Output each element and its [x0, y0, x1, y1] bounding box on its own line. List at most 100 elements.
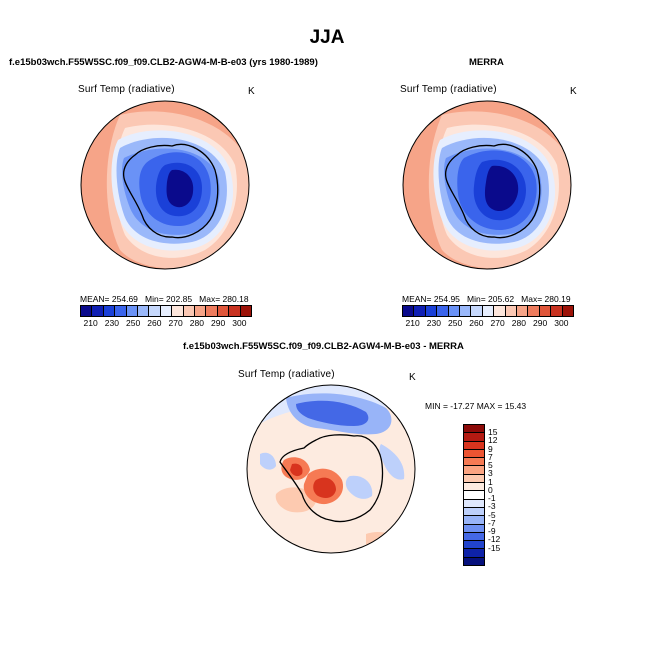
diff-colorbar-swatch: [464, 524, 484, 533]
diff-colorbar-swatch: [464, 491, 484, 500]
diff-colorbar-tick-label: 3: [488, 468, 493, 479]
diff-colorbar-tick-label: -12: [488, 534, 501, 545]
diff-colorbar-tick-label: -5: [488, 509, 496, 520]
model-max-label: Max=: [199, 294, 221, 304]
model-colorbar-swatch: [217, 306, 230, 316]
obs-stats: MEAN= 254.95 Min= 205.62 Max= 280.19: [402, 294, 571, 304]
obs-colorbar-tick-label: 270: [490, 318, 505, 328]
model-colorbar-swatch: [195, 306, 207, 316]
diff-colorbar-tick-label: -15: [488, 542, 501, 553]
model-colorbar-swatch: [229, 306, 241, 316]
diff-colorbar-swatch: [464, 449, 484, 459]
model-field-label: Surf Temp (radiative): [78, 84, 175, 95]
model-max-value: 280.18: [222, 294, 249, 304]
model-colorbar-tick-label: 260: [147, 318, 162, 328]
diff-minmax: MIN = -17.27 MAX = 15.43: [425, 401, 527, 411]
model-colorbar-swatch: [81, 306, 93, 316]
diff-field-label: Surf Temp (radiative): [238, 369, 335, 380]
obs-colorbar-swatch: [539, 306, 552, 316]
obs-colorbar-swatch: [460, 306, 472, 316]
model-colorbar-tick-label: 300: [232, 318, 247, 328]
model-colorbar-swatch: [149, 306, 161, 316]
obs-colorbar-swatch: [517, 306, 529, 316]
diff-colorbar-swatch: [464, 541, 484, 550]
diff-colorbar-swatch: [464, 483, 484, 492]
obs-colorbar-swatch: [403, 306, 415, 316]
obs-colorbar: [402, 305, 574, 317]
model-colorbar-swatch: [160, 306, 173, 316]
obs-colorbar-tick-label: 250: [448, 318, 463, 328]
model-colorbar-tick-label: 280: [189, 318, 204, 328]
diff-colorbar-swatch: [464, 458, 484, 467]
diff-colorbar-swatch: [464, 532, 484, 542]
diff-colorbar-tick-label: 7: [488, 451, 493, 462]
model-colorbar-tick-label: 250: [126, 318, 141, 328]
obs-colorbar-swatch: [562, 306, 574, 316]
diff-colorbar-swatch: [464, 433, 484, 442]
model-min-value: 202.85: [166, 294, 193, 304]
model-unit-label: K: [248, 86, 255, 97]
diff-colorbar-tick-label: 0: [488, 484, 493, 495]
obs-colorbar-tick-label: 210: [405, 318, 420, 328]
diff-colorbar-swatch: [464, 557, 484, 566]
model-colorbar-swatch: [92, 306, 104, 316]
diff-colorbar-tick-label: 15: [488, 427, 498, 438]
model-colorbar-tick-label: 210: [83, 318, 98, 328]
model-colorbar-swatch: [126, 306, 139, 316]
model-colorbar-swatch: [115, 306, 127, 316]
model-colorbar-swatch: [206, 306, 218, 316]
obs-colorbar-swatch: [425, 306, 438, 316]
diff-panel-heading: f.e15b03wch.F55W5SC.f09_f09.CLB2-AGW4-M-…: [183, 341, 464, 352]
obs-colorbar-swatch: [494, 306, 506, 316]
model-colorbar-tick-label: 270: [168, 318, 183, 328]
diff-colorbar-tick-label: 12: [488, 435, 498, 446]
diff-colorbar-tick-label: 1: [488, 476, 493, 487]
diff-colorbar-tick-label: 9: [488, 443, 493, 454]
diff-colorbar-tick-label: -7: [488, 517, 496, 528]
model-panel-heading: f.e15b03wch.F55W5SC.f09_f09.CLB2-AGW4-M-…: [9, 57, 318, 68]
obs-colorbar-tick-label: 290: [533, 318, 548, 328]
obs-mean-label: MEAN=: [402, 294, 432, 304]
diff-colorbar-swatch: [464, 516, 484, 525]
obs-colorbar-swatch: [482, 306, 495, 316]
obs-colorbar-swatch: [551, 306, 563, 316]
diff-colorbar-tick-label: -3: [488, 501, 496, 512]
model-colorbar-tick-label: 230: [104, 318, 119, 328]
model-colorbar-tick-label: 290: [211, 318, 226, 328]
diff-colorbar-swatch: [464, 441, 484, 450]
obs-panel-heading: MERRA: [469, 57, 504, 68]
obs-polar-map: [402, 100, 572, 270]
diff-colorbar-tick-label: -1: [488, 493, 496, 504]
obs-max-value: 280.19: [544, 294, 571, 304]
diff-colorbar-swatch: [464, 474, 484, 484]
obs-min-value: 205.62: [488, 294, 515, 304]
model-polar-map: [80, 100, 250, 270]
model-mean-label: MEAN=: [80, 294, 110, 304]
obs-colorbar-swatch: [448, 306, 461, 316]
model-stats: MEAN= 254.69 Min= 202.85 Max= 280.18: [80, 294, 249, 304]
diff-colorbar-tick-label: -9: [488, 526, 496, 537]
model-colorbar-swatch: [103, 306, 116, 316]
obs-mean-value: 254.95: [433, 294, 460, 304]
diff-colorbar: [463, 424, 485, 566]
obs-colorbar-swatch: [414, 306, 426, 316]
model-colorbar-ticks: 210 230 250 260 270 280 290 300: [80, 318, 250, 330]
model-colorbar-swatch: [138, 306, 150, 316]
model-colorbar-swatch: [240, 306, 252, 316]
obs-colorbar-tick-label: 300: [554, 318, 569, 328]
obs-field-label: Surf Temp (radiative): [400, 84, 497, 95]
model-mean-value: 254.69: [111, 294, 138, 304]
diff-colorbar-swatch: [464, 549, 484, 558]
diff-polar-map: [246, 384, 416, 554]
obs-colorbar-ticks: 210 230 250 260 270 280 290 300: [402, 318, 572, 330]
diff-colorbar-swatch: [464, 499, 484, 508]
obs-colorbar-tick-label: 230: [426, 318, 441, 328]
model-colorbar: [80, 305, 252, 317]
diff-unit-label: K: [409, 372, 416, 383]
obs-unit-label: K: [570, 86, 577, 97]
model-min-label: Min=: [145, 294, 164, 304]
page-title: JJA: [309, 27, 345, 48]
obs-colorbar-swatch: [528, 306, 540, 316]
obs-max-label: Max=: [521, 294, 543, 304]
obs-colorbar-tick-label: 280: [511, 318, 526, 328]
